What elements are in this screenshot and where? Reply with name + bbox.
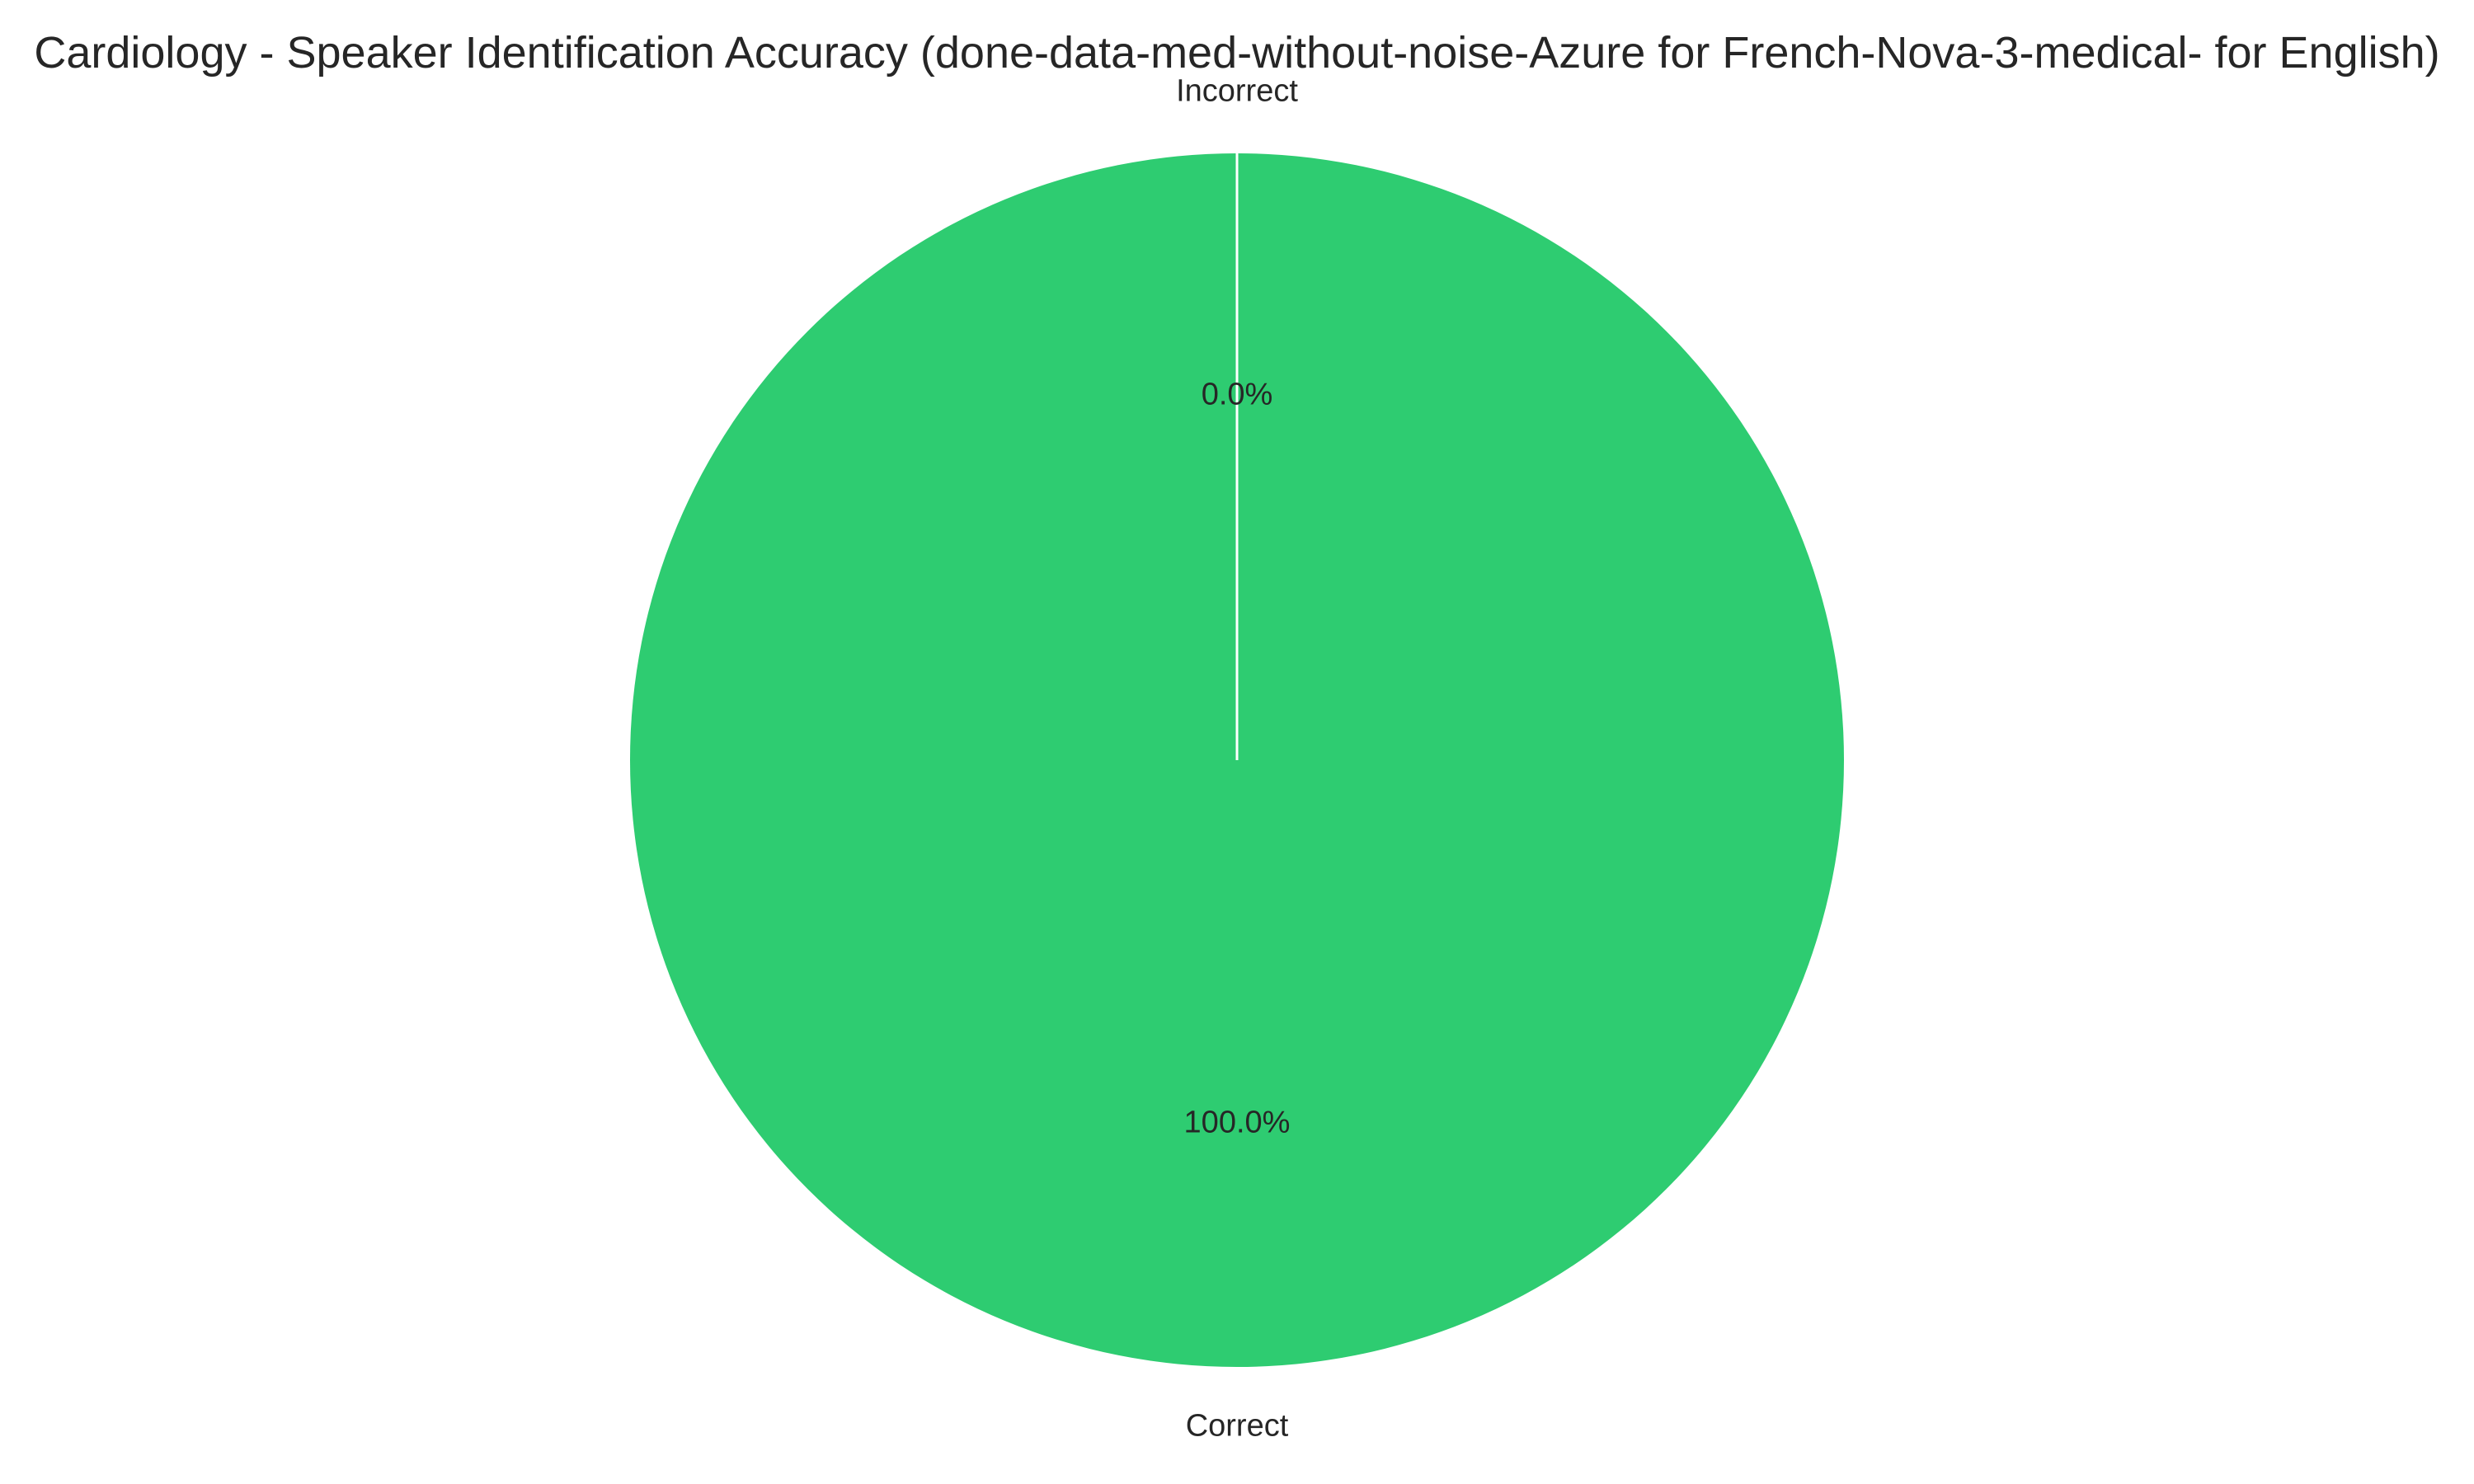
pie-labels: Incorrect 0.0% Correct 100.0% bbox=[1176, 73, 1298, 1443]
slice-label-correct: Correct bbox=[1186, 1409, 1289, 1444]
chart-title: Cardiology - Speaker Identification Accu… bbox=[34, 28, 2439, 77]
slice-label-incorrect: Incorrect bbox=[1176, 73, 1298, 108]
percent-label-correct: 100.0% bbox=[1184, 1106, 1291, 1140]
pie-slices bbox=[630, 153, 1844, 1367]
percent-label-incorrect: 0.0% bbox=[1202, 377, 1273, 411]
